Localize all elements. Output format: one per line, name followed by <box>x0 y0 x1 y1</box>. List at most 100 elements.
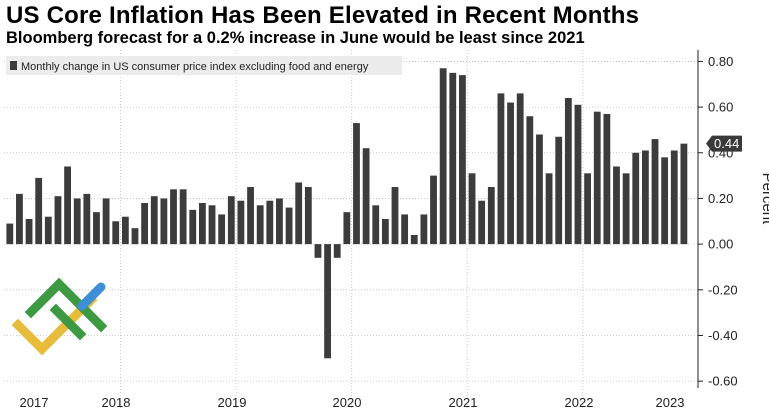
legend-swatch <box>10 61 17 70</box>
bar <box>603 113 611 245</box>
last-value-tag <box>706 135 742 152</box>
bar <box>256 205 264 245</box>
bar <box>487 187 495 245</box>
bar <box>439 68 447 245</box>
bar <box>6 223 14 245</box>
y-tick-label: 0.80 <box>708 54 733 69</box>
bar <box>160 198 168 245</box>
y-tick-label: -0.20 <box>708 282 738 297</box>
bar <box>304 187 312 245</box>
bar <box>372 205 380 245</box>
bar <box>141 203 149 245</box>
last-value-label: 0.44 <box>714 136 739 151</box>
bar <box>353 123 360 245</box>
y-tick-label: -0.60 <box>708 374 738 389</box>
bar <box>478 200 486 245</box>
bar <box>102 198 110 245</box>
bar <box>276 198 283 245</box>
bar <box>247 187 254 245</box>
bar <box>295 182 303 245</box>
bar <box>16 193 23 245</box>
bar <box>54 196 62 245</box>
bar <box>170 189 177 245</box>
bar <box>680 143 688 245</box>
legend-box <box>6 56 402 75</box>
bar <box>93 212 100 245</box>
y-tick-label: 0.20 <box>708 191 733 206</box>
bar <box>218 214 226 245</box>
bar <box>651 139 659 245</box>
bar <box>179 189 187 245</box>
x-tick-label: 2019 <box>218 395 247 410</box>
y-tick-label: -0.40 <box>708 328 738 343</box>
y-tick-label: 0.00 <box>708 237 733 252</box>
bar <box>314 244 322 258</box>
bar <box>497 93 505 245</box>
chart-subtitle: Bloomberg forecast for a 0.2% increase i… <box>6 29 585 47</box>
bar <box>237 200 245 245</box>
legend-label: Monthly change in US consumer price inde… <box>21 61 369 73</box>
bar <box>574 104 582 245</box>
y-tick-label: 0.60 <box>708 100 733 115</box>
bar <box>150 196 158 245</box>
bar <box>333 244 341 258</box>
bar <box>670 150 678 245</box>
bar <box>507 102 514 245</box>
x-tick-label: 2022 <box>565 395 594 410</box>
bar <box>131 228 139 245</box>
chart-title: US Core Inflation Has Been Elevated in R… <box>6 2 640 29</box>
bar <box>555 136 563 245</box>
bar <box>401 214 409 245</box>
bar <box>632 152 640 245</box>
bar <box>593 111 601 245</box>
bar <box>208 205 216 245</box>
bar <box>324 244 331 359</box>
bar <box>121 216 129 245</box>
x-tick-label: 2020 <box>333 395 362 410</box>
bar <box>468 173 476 245</box>
bar <box>516 93 524 245</box>
bar <box>285 207 293 245</box>
bar <box>459 75 466 245</box>
x-tick-label: 2023 <box>656 395 685 410</box>
bar <box>420 214 428 245</box>
bars <box>6 68 688 359</box>
bar <box>584 173 591 245</box>
bar <box>410 234 418 245</box>
bar <box>25 219 33 245</box>
bar <box>199 203 206 245</box>
logo-icon <box>11 277 108 356</box>
bar <box>189 209 197 245</box>
bar <box>64 166 71 245</box>
last-value-marker: 0.44 <box>706 135 742 152</box>
x-tick-label: 2017 <box>20 395 49 410</box>
x-tick-label: 2018 <box>102 395 131 410</box>
y-axis-label: Percent <box>759 173 769 226</box>
bar <box>661 157 669 245</box>
bar <box>44 216 52 245</box>
bar <box>564 97 572 245</box>
bar <box>266 200 274 245</box>
x-axis: 2017 2018 2019 2020 2021 2022 2023 <box>20 395 685 410</box>
bar <box>343 212 351 245</box>
y-axis: 0.800.600.400.200.00-0.20-0.40-0.60 <box>697 50 738 389</box>
bar <box>641 150 649 245</box>
bar <box>391 187 399 245</box>
bar <box>430 175 437 245</box>
bar <box>613 166 620 245</box>
legend: Monthly change in US consumer price inde… <box>6 56 402 75</box>
bar <box>622 173 630 245</box>
bar <box>73 198 81 245</box>
bar <box>381 219 389 245</box>
bar <box>545 173 553 245</box>
bar <box>449 72 457 245</box>
bar <box>83 193 91 245</box>
bar <box>526 116 534 245</box>
bar <box>362 148 370 245</box>
bar <box>536 134 543 245</box>
x-tick-label: 2021 <box>449 395 478 410</box>
bar <box>112 221 120 245</box>
bar <box>35 177 43 245</box>
bar <box>227 196 235 245</box>
